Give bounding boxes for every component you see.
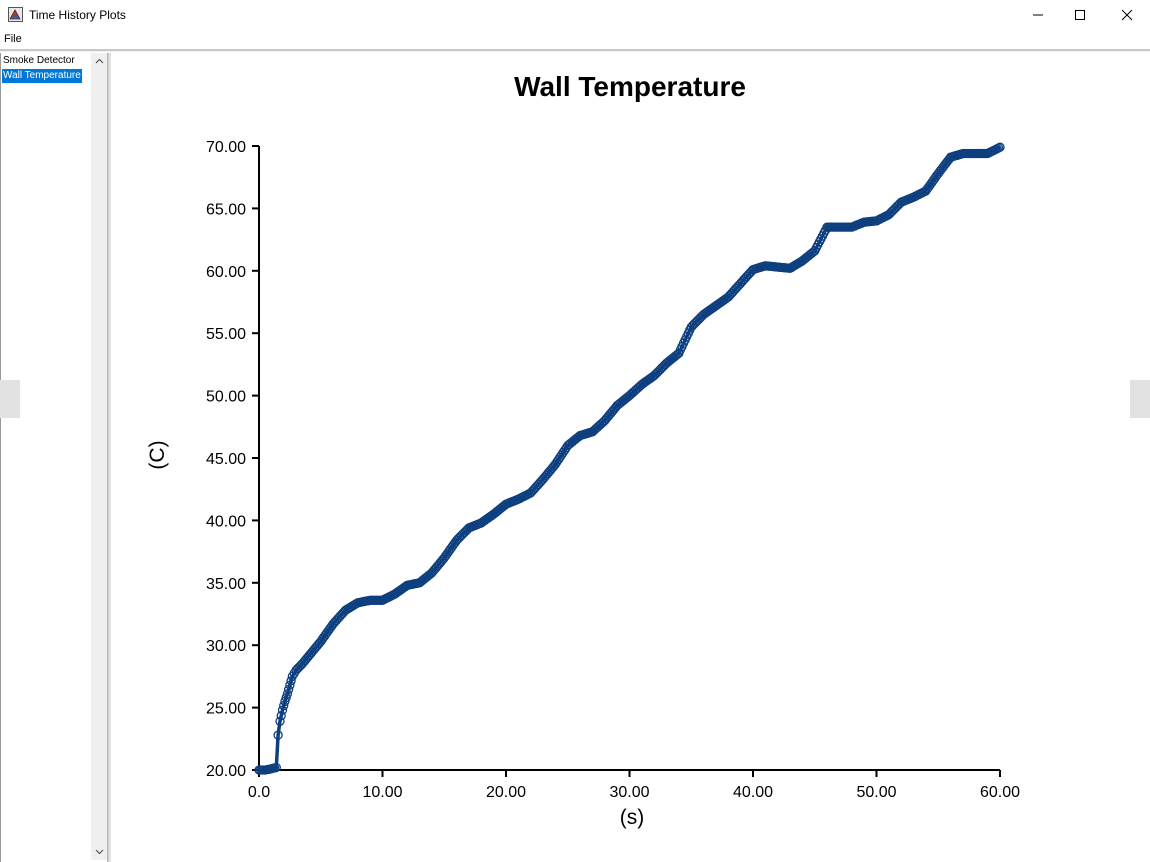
list-item-smoke-detector[interactable]: Smoke Detector: [3, 55, 75, 66]
y-tick-label: 25.00: [206, 701, 246, 718]
data-point: [655, 364, 666, 375]
y-tick-label: 40.00: [206, 513, 246, 530]
data-point: [273, 730, 283, 740]
data-point: [597, 418, 607, 429]
x-tick-label: 10.00: [362, 784, 402, 801]
data-point: [553, 454, 564, 465]
y-tick-label: 65.00: [206, 201, 246, 218]
data-point: [292, 663, 303, 674]
data-point: [451, 535, 462, 546]
data-point: [279, 701, 289, 711]
menu-file[interactable]: File: [4, 33, 22, 45]
x-tick-label: 30.00: [609, 784, 649, 801]
app-icon: [8, 7, 23, 22]
x-tick-label: 60.00: [980, 784, 1020, 801]
data-point: [550, 459, 561, 469]
x-tick-label: 50.00: [856, 784, 896, 801]
chevron-up-icon: [95, 58, 103, 64]
window-title: Time History Plots: [29, 8, 126, 22]
y-tick-label: 70.00: [206, 139, 246, 156]
data-point: [294, 662, 304, 672]
menu-bar: File: [0, 31, 1150, 48]
plot-list-panel: Smoke Detector Wall Temperature: [0, 53, 108, 862]
split-pane-divider[interactable]: [108, 53, 111, 862]
data-point: [651, 369, 661, 379]
data-point: [275, 716, 285, 726]
data-point: [888, 205, 899, 215]
chart-series-layer: [254, 142, 1005, 775]
data-point: [291, 665, 301, 675]
y-tick-label: 60.00: [206, 264, 246, 281]
data-point: [637, 379, 647, 390]
data-point: [282, 689, 293, 699]
y-tick-label: 30.00: [206, 638, 246, 655]
chart-axes: 20.00 25.00 30.00 35.00 40.00 45.00 50.00 55.00…: [206, 139, 1020, 801]
data-point: [692, 316, 703, 326]
x-tick-label: 20.00: [486, 784, 526, 801]
data-point: [556, 450, 567, 460]
minimize-button[interactable]: [1015, 0, 1061, 30]
data-point: [286, 676, 296, 686]
data-point: [995, 142, 1005, 152]
data-point: [456, 531, 466, 541]
data-point: [807, 248, 817, 258]
data-point: [277, 705, 288, 715]
data-point: [694, 314, 704, 324]
maximize-icon: [1075, 10, 1085, 20]
y-tick-label: 20.00: [206, 763, 246, 780]
data-point: [425, 569, 436, 579]
y-tick-label: 45.00: [206, 451, 246, 468]
data-point: [276, 711, 286, 721]
data-point: [560, 445, 570, 455]
y-tick-label: 55.00: [206, 326, 246, 343]
x-tick-label: 0.0: [248, 784, 270, 801]
maximize-button[interactable]: [1057, 0, 1103, 30]
data-point: [390, 589, 400, 599]
list-scrollbar[interactable]: [91, 53, 107, 860]
scroll-down-arrow[interactable]: [91, 845, 107, 859]
x-axis-label: (s): [620, 806, 645, 829]
data-point: [689, 319, 699, 329]
x-tick-label: 40.00: [733, 784, 773, 801]
data-point: [671, 351, 681, 361]
minimize-icon: [1033, 14, 1043, 16]
data-point: [885, 208, 896, 218]
chart-title: Wall Temperature: [514, 71, 746, 102]
y-axis-label: (C): [146, 440, 169, 469]
data-point: [890, 203, 900, 214]
menu-separator: [0, 49, 1150, 52]
data-point: [686, 322, 696, 332]
y-tick-label: 50.00: [206, 389, 246, 406]
data-point: [283, 684, 294, 695]
data-point: [558, 447, 568, 458]
title-bar: Time History Plots: [0, 0, 1150, 30]
list-item-wall-temperature[interactable]: Wall Temperature: [2, 69, 82, 83]
data-point: [555, 452, 565, 462]
next-arrow[interactable]: [1130, 380, 1150, 418]
y-tick-label: 35.00: [206, 576, 246, 593]
close-button[interactable]: [1104, 0, 1150, 30]
data-point: [285, 680, 295, 690]
close-icon: [1121, 9, 1133, 21]
data-point: [652, 367, 662, 378]
chevron-down-icon: [95, 849, 103, 855]
data-point: [552, 457, 562, 467]
data-point: [458, 529, 468, 539]
previous-arrow[interactable]: [0, 380, 20, 418]
data-point: [271, 762, 281, 773]
data-point: [688, 320, 698, 331]
data-point: [459, 527, 469, 538]
data-point: [453, 534, 463, 544]
data-point: [887, 206, 897, 217]
data-point: [654, 366, 664, 376]
series-line: [259, 145, 1001, 772]
data-point: [691, 317, 701, 327]
scroll-up-arrow[interactable]: [91, 54, 107, 68]
